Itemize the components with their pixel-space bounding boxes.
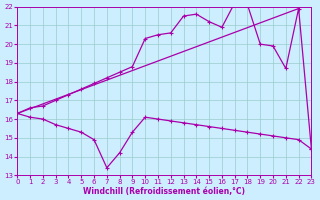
X-axis label: Windchill (Refroidissement éolien,°C): Windchill (Refroidissement éolien,°C) — [84, 187, 245, 196]
